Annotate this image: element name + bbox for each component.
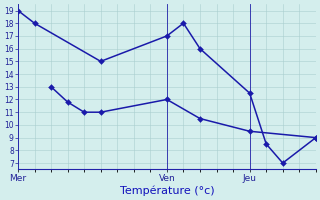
X-axis label: Température (°c): Température (°c): [120, 185, 214, 196]
